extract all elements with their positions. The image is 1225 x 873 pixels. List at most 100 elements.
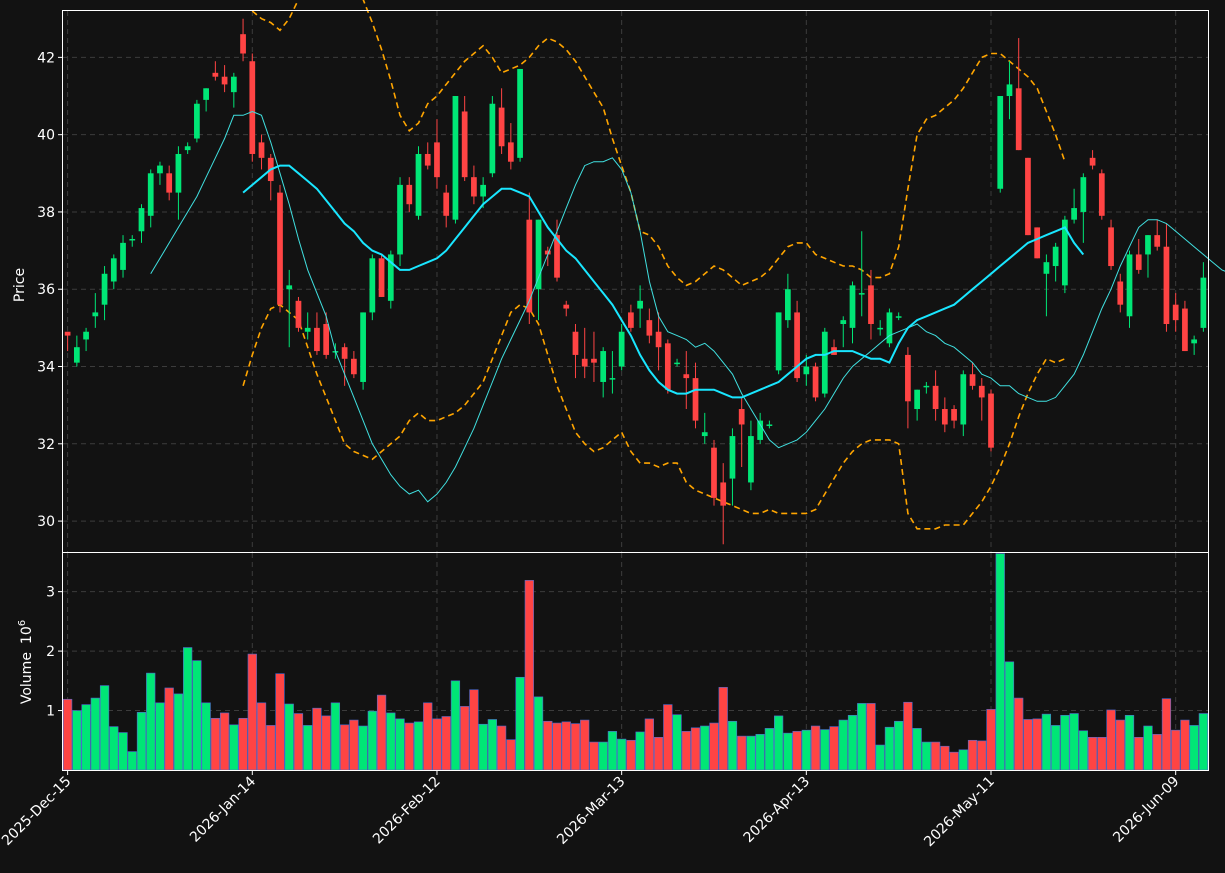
volume-axis-label-text: Volume xyxy=(19,652,35,704)
candle-body xyxy=(766,424,773,426)
volume-bar xyxy=(515,676,525,771)
volume-bar xyxy=(312,707,322,771)
candle-body xyxy=(304,327,311,332)
candle-body xyxy=(821,331,828,394)
volume-bar xyxy=(875,744,885,771)
volume-bar xyxy=(62,698,73,771)
volume-bar xyxy=(1106,709,1116,771)
volume-axis-exponent: 6 xyxy=(17,620,28,626)
volume-bar xyxy=(857,703,867,771)
candle-body xyxy=(166,173,173,193)
candle-body xyxy=(73,347,80,363)
volume-panel-frame xyxy=(62,552,1209,771)
volume-bar xyxy=(1032,718,1042,771)
moving-average-series xyxy=(150,110,1225,503)
volume-bar xyxy=(810,725,821,771)
volume-bar xyxy=(404,722,414,771)
candle-body xyxy=(110,258,117,282)
volume-bar xyxy=(229,724,239,771)
volume-bar xyxy=(1161,698,1172,771)
volume-bar xyxy=(266,725,276,771)
candle-body xyxy=(129,238,136,241)
volume-bar xyxy=(1069,713,1079,771)
volume-bar xyxy=(90,697,100,771)
volume-bar xyxy=(792,731,802,771)
candle-body xyxy=(646,320,653,336)
candle-body xyxy=(729,436,736,479)
candle-body xyxy=(572,331,579,355)
candle-body xyxy=(406,184,413,205)
candle-body xyxy=(914,389,920,410)
candle-body xyxy=(1117,281,1124,305)
candle-body xyxy=(194,103,200,139)
volume-bar xyxy=(866,703,876,771)
candle-body xyxy=(664,343,671,390)
volume-tick-label: 1 xyxy=(46,704,55,720)
candle-body xyxy=(295,300,302,328)
candle-body xyxy=(1062,219,1068,286)
volume-bar xyxy=(1152,734,1162,771)
volume-bar xyxy=(607,731,618,771)
volume-bar xyxy=(820,729,830,771)
price-tick-label: 32 xyxy=(37,437,55,453)
candle-body xyxy=(1043,262,1050,274)
candle-body xyxy=(720,482,727,506)
volume-bar xyxy=(561,721,571,771)
candle-body xyxy=(341,347,348,359)
candle-body xyxy=(120,242,126,270)
candle-body xyxy=(1145,235,1151,255)
volume-bar xyxy=(340,724,350,771)
volume-bar xyxy=(903,701,913,771)
candle-body xyxy=(535,219,542,290)
volume-bar xyxy=(81,704,91,771)
volume-bar xyxy=(1198,713,1209,771)
volume-bar xyxy=(912,728,922,771)
candle-body xyxy=(877,327,884,330)
price-tick-label: 42 xyxy=(37,50,55,66)
volume-bar xyxy=(746,735,756,771)
volume-bar xyxy=(589,741,599,771)
volume-bar xyxy=(423,702,433,771)
moving-average-slow-line xyxy=(242,164,1085,399)
volume-bar xyxy=(653,737,664,771)
volume-bar xyxy=(718,687,728,771)
price-y-axis: 30 32 34 36 38 40 42 xyxy=(37,50,63,530)
candle-body xyxy=(1172,304,1179,321)
volume-bar xyxy=(700,725,710,771)
candle-body xyxy=(1108,227,1114,267)
candle-body xyxy=(452,96,459,220)
candle-body xyxy=(498,107,505,147)
volume-bar xyxy=(1078,730,1088,771)
candle-body xyxy=(424,153,431,166)
candlestick-series xyxy=(64,18,1207,545)
volume-bar xyxy=(949,751,959,771)
candle-body xyxy=(1089,157,1096,166)
volume-bar xyxy=(764,728,775,771)
candle-body xyxy=(83,331,89,340)
candle-body xyxy=(895,316,902,318)
volume-bar xyxy=(838,719,848,771)
price-tick-label: 36 xyxy=(37,282,55,298)
volume-bar xyxy=(598,741,608,771)
volume-y-axis: 1 2 3 xyxy=(46,585,63,720)
candle-body xyxy=(923,385,930,388)
candle-body xyxy=(147,173,154,216)
candle-body xyxy=(609,378,616,380)
candle-body xyxy=(443,192,450,216)
volume-bar xyxy=(958,749,968,771)
volume-bar xyxy=(995,553,1005,771)
volume-bar xyxy=(672,714,682,771)
candle-body xyxy=(1135,254,1142,270)
volume-bar xyxy=(367,710,377,771)
volume-bar xyxy=(727,720,738,771)
candle-body xyxy=(507,142,514,162)
volume-bar xyxy=(1097,737,1107,771)
candle-body xyxy=(461,111,468,178)
candle-body xyxy=(1025,157,1031,236)
volume-bar xyxy=(109,726,119,771)
volume-bar xyxy=(755,734,765,771)
volume-bar xyxy=(376,694,387,771)
moving-average-fast-line xyxy=(150,110,1225,503)
candle-body xyxy=(701,432,708,437)
candle-body xyxy=(581,358,588,367)
